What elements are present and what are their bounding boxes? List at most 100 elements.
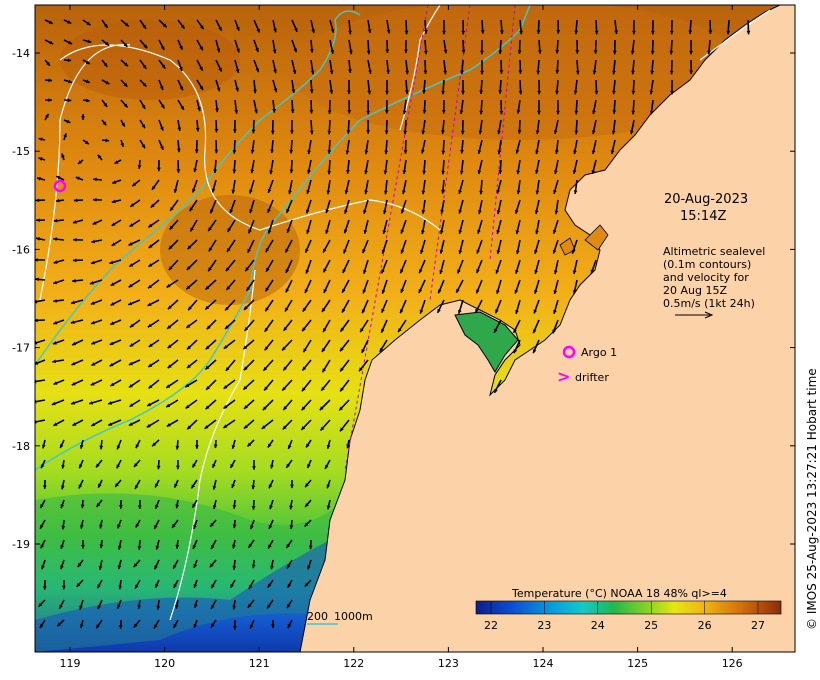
velocity-arrowhead [381, 269, 385, 274]
velocity-arrowhead [141, 144, 145, 149]
velocity-arrowhead [308, 545, 313, 550]
velocity-arrowhead [290, 484, 294, 489]
velocity-arrowhead [173, 188, 178, 193]
velocity-arrowhead [166, 384, 171, 388]
velocity-arrowhead [52, 359, 57, 364]
velocity-arrowhead [226, 286, 231, 291]
velocity-arrowhead [282, 386, 287, 391]
velocity-arrowhead [177, 127, 182, 131]
velocity-arrowhead [96, 624, 100, 629]
argo-label: Argo 1 [581, 346, 617, 359]
velocity-arrowhead [459, 110, 464, 115]
velocity-arrowhead [342, 288, 346, 293]
velocity-arrowhead [99, 445, 104, 450]
velocity-arrowhead [326, 484, 331, 489]
velocity-arrowhead [437, 289, 442, 294]
velocity-arrowhead [441, 110, 446, 114]
velocity-arrowhead [133, 623, 138, 628]
velocity-arrowhead [367, 29, 372, 34]
velocity-arrowhead [193, 563, 198, 568]
velocity-arrowhead [167, 305, 172, 310]
velocity-arrowhead [322, 368, 326, 373]
velocity-arrowhead [159, 126, 164, 131]
velocity-arrowhead [39, 624, 44, 629]
velocity-arrowhead [293, 48, 298, 53]
velocity-arrowhead [71, 300, 75, 305]
velocity-arrowhead [156, 465, 161, 470]
velocity-arrowhead [689, 50, 694, 55]
velocity-arrowhead [384, 150, 389, 155]
argo-float-marker[interactable] [53, 179, 67, 193]
velocity-arrowhead [267, 229, 272, 234]
velocity-arrowhead [323, 289, 328, 294]
sea-level-contour [699, 9, 771, 61]
velocity-arrowhead [309, 109, 314, 114]
velocity-arrowhead [669, 70, 674, 75]
velocity-arrowhead [206, 385, 210, 390]
velocity-arrowhead [270, 464, 274, 469]
velocity-arrowhead [343, 229, 348, 234]
velocity-arrowhead [264, 327, 269, 332]
velocity-arrowhead [499, 110, 504, 115]
velocity-arrowhead [515, 309, 519, 314]
velocity-arrowhead [195, 445, 199, 449]
velocity-arrowhead [327, 110, 332, 114]
velocity-arrowhead [142, 24, 146, 29]
velocity-arrowhead [188, 306, 192, 311]
velocity-arrowhead [323, 328, 327, 333]
velocity-arrowhead [243, 366, 248, 371]
velocity-arrowhead [91, 320, 95, 325]
velocity-arrowhead [120, 142, 125, 147]
velocity-arrowhead [253, 89, 257, 94]
velocity-arrowhead [41, 444, 46, 449]
velocity-arrowhead [35, 299, 38, 304]
velocity-arrowhead [187, 425, 192, 430]
velocity-arrowhead [38, 602, 43, 607]
velocity-arrowhead [535, 130, 540, 135]
velocity-arrowhead [36, 218, 40, 223]
velocity-arrowhead [160, 145, 164, 150]
velocity-arrowhead [287, 444, 292, 449]
velocity-arrowhead [173, 584, 178, 589]
island [559, 237, 576, 256]
velocity-arrowhead [420, 149, 425, 154]
velocity-arrowhead [53, 218, 58, 223]
velocity-arrowhead [268, 484, 273, 489]
velocity-arrowhead [456, 288, 460, 293]
velocity-arrowhead [340, 327, 345, 332]
velocity-arrowhead [86, 21, 91, 26]
velocity-arrowhead [160, 104, 165, 109]
velocity-arrowhead [399, 309, 404, 314]
velocity-arrowhead [52, 341, 57, 345]
velocity-arrowhead [519, 30, 523, 35]
velocity-arrowhead [536, 70, 541, 75]
velocity-arrowhead [142, 82, 147, 87]
velocity-arrowhead [359, 367, 363, 372]
velocity-arrowhead [555, 69, 560, 74]
velocity-arrowhead [250, 525, 254, 530]
velocity-arrowhead [649, 90, 654, 95]
velocity-arrowhead [42, 586, 47, 590]
velocity-arrowhead [128, 361, 133, 366]
velocity-arrowhead [214, 149, 219, 154]
velocity-arrowhead [232, 169, 237, 174]
velocity-arrowhead [403, 130, 408, 135]
velocity-arrowhead [421, 230, 425, 235]
velocity-arrowhead [210, 209, 214, 214]
velocity-arrowhead [35, 198, 40, 203]
velocity-arrowhead [498, 50, 503, 55]
velocity-arrowhead [211, 545, 215, 550]
velocity-arrowhead [98, 565, 103, 570]
velocity-arrowhead [591, 150, 596, 155]
velocity-arrowhead [232, 505, 237, 509]
velocity-arrowhead [285, 268, 290, 273]
velocity-arrowhead [99, 524, 103, 529]
velocity-arrowhead [404, 30, 409, 35]
velocity-arrowhead [91, 340, 96, 345]
velocity-arrowhead [187, 245, 192, 250]
velocity-arrowhead [148, 244, 153, 248]
velocity-arrowhead [155, 483, 159, 488]
velocity-arrowhead [517, 50, 522, 54]
velocity-arrowhead [96, 503, 101, 507]
velocity-arrowhead [386, 70, 390, 74]
